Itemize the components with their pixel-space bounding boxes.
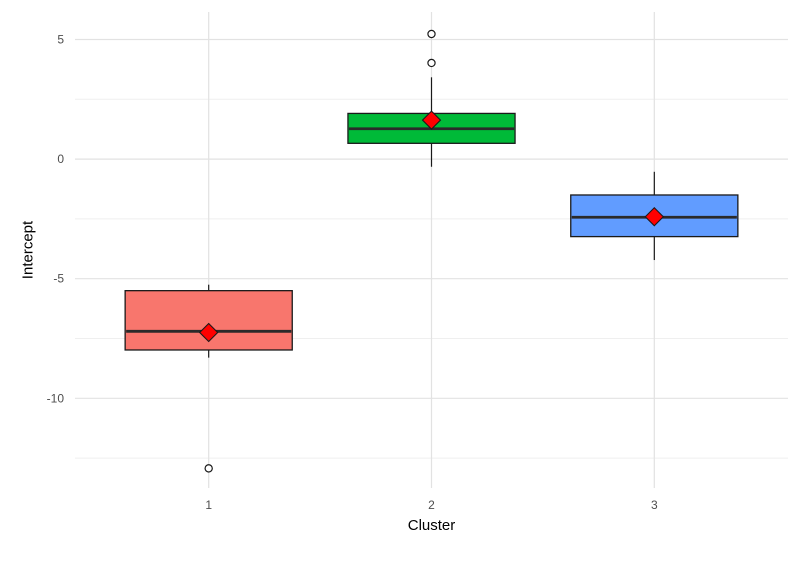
y-tick-label: -10 <box>47 391 65 405</box>
x-axis-title: Cluster <box>407 517 456 534</box>
mean-diamond-cluster-3 <box>644 206 665 227</box>
x-tick-label: 2 <box>428 498 435 512</box>
y-axis-title: Intercept <box>19 220 37 280</box>
mean-diamond-cluster-2 <box>421 110 442 130</box>
mean-diamond-cluster-1 <box>198 322 219 343</box>
outlier-point-cluster-2 <box>427 29 436 39</box>
outlier-point-cluster-2 <box>427 58 436 68</box>
outlier-point-cluster-1 <box>204 464 213 473</box>
x-tick-label: 3 <box>651 498 658 512</box>
y-tick-label: 0 <box>57 152 64 166</box>
y-tick-label: -5 <box>53 272 64 286</box>
x-tick-label: 1 <box>205 498 212 512</box>
y-tick-label: 5 <box>57 33 64 47</box>
